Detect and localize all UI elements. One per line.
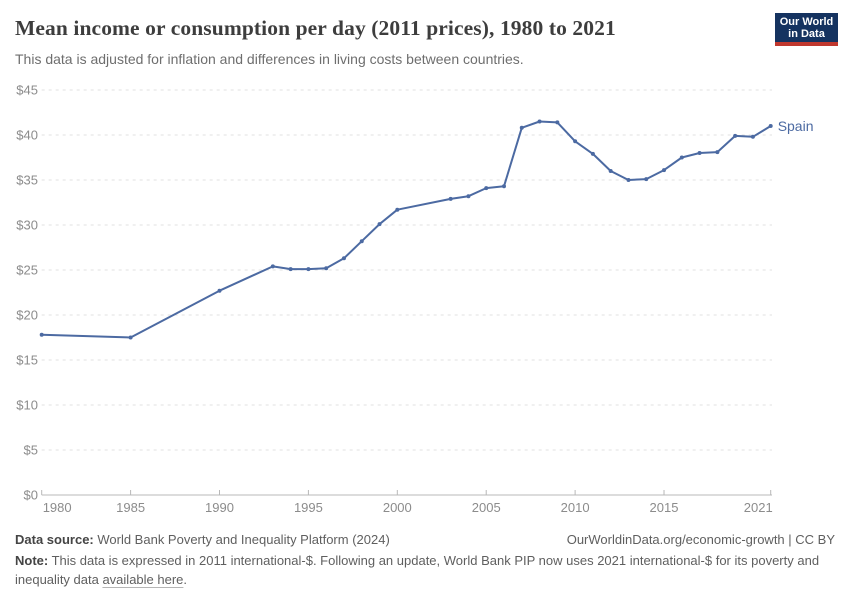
data-point	[324, 266, 329, 271]
y-tick-label: $30	[16, 218, 38, 233]
data-point	[573, 139, 578, 144]
x-tick-label: 1985	[116, 500, 145, 515]
y-tick-label: $25	[16, 263, 38, 278]
x-tick-label: 2015	[650, 500, 679, 515]
data-point	[733, 133, 738, 138]
x-tick-label: 1990	[205, 500, 234, 515]
line-chart[interactable]: $0 $5 $10 $15 $20 $25 $30 $35 $40 $45 1980 1985 1990…	[0, 0, 850, 530]
note-label: Note:	[15, 553, 49, 568]
data-point	[697, 151, 702, 155]
data-point	[377, 222, 382, 227]
x-tick-label: 2000	[383, 500, 412, 515]
y-tick-label: $20	[16, 308, 38, 323]
x-tick-label: 2005	[472, 500, 501, 515]
data-point	[270, 264, 275, 269]
data-point	[217, 288, 222, 293]
data-point	[128, 335, 133, 340]
data-source-label: Data source:	[15, 532, 94, 547]
y-tick-label: $15	[16, 353, 38, 368]
available-here-link[interactable]: available here	[102, 572, 184, 587]
owid-logo[interactable]: Our World in Data	[775, 13, 838, 46]
chart-subtitle: This data is adjusted for inflation and …	[15, 51, 524, 67]
data-point	[39, 332, 44, 337]
x-tick-label: 2010	[561, 500, 590, 515]
data-point	[644, 177, 649, 182]
y-tick-label: $10	[16, 398, 38, 413]
chart-footer: Data source: World Bank Poverty and Ineq…	[15, 530, 835, 589]
y-tick-label: $40	[16, 128, 38, 143]
y-tick-label: $35	[16, 173, 38, 188]
x-tick-label: 1995	[294, 500, 323, 515]
data-point	[679, 155, 684, 160]
data-source-text: Data source: World Bank Poverty and Ineq…	[15, 532, 390, 547]
y-tick-label: $5	[24, 443, 38, 458]
owid-logo-line2: in Data	[788, 28, 825, 40]
rights-link[interactable]: OurWorldinData.org/economic-growth | CC …	[566, 532, 835, 547]
data-point	[590, 151, 595, 156]
y-tick-label: $45	[16, 83, 38, 98]
x-tick-label: 2021	[744, 500, 773, 515]
data-point	[288, 267, 293, 272]
data-point	[519, 125, 524, 130]
data-point	[768, 124, 773, 128]
data-line	[40, 120, 772, 339]
data-point	[750, 134, 755, 139]
note-text: Note: This data is expressed in 2011 int…	[15, 553, 820, 587]
series-label: Spain	[778, 118, 814, 134]
y-tick-label: $0	[24, 488, 38, 503]
data-point	[626, 178, 631, 182]
data-point	[501, 184, 506, 189]
data-point	[608, 169, 613, 173]
data-point	[715, 150, 720, 155]
x-tick-label: 1980	[43, 500, 72, 515]
chart-title: Mean income or consumption per day (2011…	[15, 16, 616, 40]
data-point	[395, 207, 400, 212]
data-point	[555, 120, 560, 125]
data-point	[341, 256, 346, 261]
data-point	[484, 186, 489, 191]
owid-logo-line1: Our World	[779, 16, 834, 28]
data-point	[662, 168, 667, 173]
owid-logo-box: Our World in Data	[775, 13, 838, 46]
data-point	[306, 267, 311, 272]
data-point	[466, 194, 471, 199]
data-point	[359, 239, 364, 244]
data-point	[448, 196, 453, 201]
data-point	[537, 119, 542, 124]
